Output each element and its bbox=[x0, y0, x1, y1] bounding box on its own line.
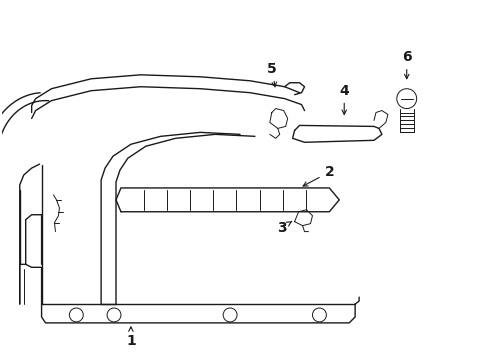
Text: 4: 4 bbox=[339, 84, 348, 114]
Text: 6: 6 bbox=[401, 50, 411, 79]
Text: 2: 2 bbox=[303, 165, 333, 186]
Circle shape bbox=[312, 308, 325, 322]
Text: 1: 1 bbox=[126, 327, 136, 348]
Circle shape bbox=[223, 308, 237, 322]
Circle shape bbox=[107, 308, 121, 322]
Text: 5: 5 bbox=[266, 62, 276, 87]
Circle shape bbox=[396, 89, 416, 109]
Circle shape bbox=[69, 308, 83, 322]
Text: 3: 3 bbox=[276, 221, 291, 235]
